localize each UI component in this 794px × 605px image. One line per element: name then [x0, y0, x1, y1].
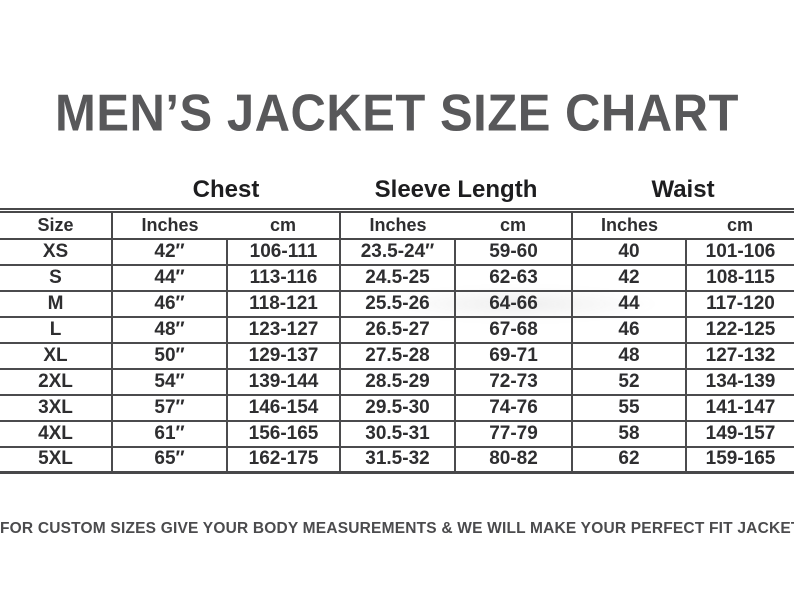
sleeve-inches-cell: 29.5-30: [339, 394, 455, 422]
group-header-spacer: [0, 176, 112, 211]
waist-inches-cell: 58: [571, 420, 686, 448]
waist-cm-cell: 159-165: [685, 446, 794, 474]
waist-inches-cell: 55: [571, 394, 686, 422]
waist-inches-cell: 52: [571, 368, 686, 396]
sleeve-inches-cell: 31.5-32: [339, 446, 455, 474]
waist-inches-cell: 46: [571, 316, 686, 344]
sleeve-inches-cell: 25.5-26: [339, 290, 455, 318]
sleeve-inches-cell: 27.5-28: [339, 342, 455, 370]
chest-inches-cell: 61″: [111, 420, 227, 448]
waist-cm-cell: 108-115: [685, 264, 794, 292]
chest-inches-cell: 50″: [111, 342, 227, 370]
size-cell: 2XL: [0, 368, 112, 396]
column-header-waist-cm: cm: [686, 208, 794, 240]
waist-inches-cell: 42: [571, 264, 686, 292]
footer-note: FOR CUSTOM SIZES GIVE YOUR BODY MEASUREM…: [0, 520, 794, 537]
column-header-chest-cm: cm: [227, 208, 340, 240]
group-header-sleeve-length: Sleeve Length: [374, 176, 538, 203]
chest-inches-cell: 44″: [111, 264, 227, 292]
chest-cm-cell: 146-154: [226, 394, 340, 422]
size-cell: 4XL: [0, 420, 112, 448]
chest-cm-cell: 129-137: [226, 342, 340, 370]
chest-cm-cell: 123-127: [226, 316, 340, 344]
group-header-waist: Waist: [651, 176, 715, 203]
size-cell: S: [0, 264, 112, 292]
sleeve-cm-cell: 72-73: [454, 368, 572, 396]
waist-cm-cell: 117-120: [685, 290, 794, 318]
column-header-waist-inches: Inches: [571, 208, 686, 240]
group-header-row: Chest Sleeve Length Waist: [0, 176, 794, 211]
chest-inches-cell: 57″: [111, 394, 227, 422]
chest-cm-cell: 139-144: [226, 368, 340, 396]
group-header-chest: Chest: [192, 176, 260, 203]
table-row-l: L 48″ 123-127 26.5-27 67-68 46 122-125: [0, 316, 794, 344]
table-body: XS 42″ 106-111 23.5-24″ 59-60 40 101-106…: [0, 238, 794, 474]
table-row-m: M 46″ 118-121 25.5-26 64-66 44 117-120: [0, 290, 794, 318]
waist-inches-cell: 44: [571, 290, 686, 318]
sleeve-inches-cell: 24.5-25: [339, 264, 455, 292]
waist-cm-cell: 149-157: [685, 420, 794, 448]
column-header-sleeve-cm: cm: [455, 208, 572, 240]
size-cell: L: [0, 316, 112, 344]
sleeve-inches-cell: 28.5-29: [339, 368, 455, 396]
table-row-5xl: 5XL 65″ 162-175 31.5-32 80-82 62 159-165: [0, 446, 794, 474]
size-cell: XL: [0, 342, 112, 370]
table-row-s: S 44″ 113-116 24.5-25 62-63 42 108-115: [0, 264, 794, 292]
chest-cm-cell: 156-165: [226, 420, 340, 448]
page-title: MEN’S JACKET SIZE CHART: [55, 85, 739, 143]
size-cell: 5XL: [0, 446, 112, 474]
sleeve-cm-cell: 59-60: [454, 238, 572, 266]
sleeve-cm-cell: 77-79: [454, 420, 572, 448]
column-header-size: Size: [0, 208, 112, 240]
waist-inches-cell: 40: [571, 238, 686, 266]
size-cell: XS: [0, 238, 112, 266]
sleeve-cm-cell: 69-71: [454, 342, 572, 370]
table-row-4xl: 4XL 61″ 156-165 30.5-31 77-79 58 149-157: [0, 420, 794, 448]
chest-inches-cell: 65″: [111, 446, 227, 474]
table-row-2xl: 2XL 54″ 139-144 28.5-29 72-73 52 134-139: [0, 368, 794, 396]
chest-cm-cell: 113-116: [226, 264, 340, 292]
waist-cm-cell: 101-106: [685, 238, 794, 266]
table-row-xl: XL 50″ 129-137 27.5-28 69-71 48 127-132: [0, 342, 794, 370]
sleeve-inches-cell: 23.5-24″: [339, 238, 455, 266]
chest-cm-cell: 162-175: [226, 446, 340, 474]
size-cell: M: [0, 290, 112, 318]
table-row-xs: XS 42″ 106-111 23.5-24″ 59-60 40 101-106: [0, 238, 794, 266]
chest-inches-cell: 46″: [111, 290, 227, 318]
sleeve-cm-cell: 80-82: [454, 446, 572, 474]
column-header-chest-inches: Inches: [111, 208, 227, 240]
sleeve-cm-cell: 64-66: [454, 290, 572, 318]
sleeve-inches-cell: 26.5-27: [339, 316, 455, 344]
sleeve-cm-cell: 67-68: [454, 316, 572, 344]
waist-cm-cell: 141-147: [685, 394, 794, 422]
chest-cm-cell: 118-121: [226, 290, 340, 318]
chest-inches-cell: 48″: [111, 316, 227, 344]
sleeve-cm-cell: 74-76: [454, 394, 572, 422]
chest-inches-cell: 42″: [111, 238, 227, 266]
table-header: Chest Sleeve Length Waist Size Inches cm…: [0, 176, 794, 240]
sleeve-cm-cell: 62-63: [454, 264, 572, 292]
column-header-sleeve-inches: Inches: [339, 208, 455, 240]
size-cell: 3XL: [0, 394, 112, 422]
chest-inches-cell: 54″: [111, 368, 227, 396]
waist-cm-cell: 127-132: [685, 342, 794, 370]
waist-cm-cell: 134-139: [685, 368, 794, 396]
table-row-3xl: 3XL 57″ 146-154 29.5-30 74-76 55 141-147: [0, 394, 794, 422]
waist-inches-cell: 62: [571, 446, 686, 474]
size-chart-table: Chest Sleeve Length Waist Size Inches cm…: [0, 176, 794, 474]
waist-cm-cell: 122-125: [685, 316, 794, 344]
column-header-row: Size Inches cm Inches cm Inches cm: [0, 208, 794, 240]
waist-inches-cell: 48: [571, 342, 686, 370]
chest-cm-cell: 106-111: [226, 238, 340, 266]
sleeve-inches-cell: 30.5-31: [339, 420, 455, 448]
